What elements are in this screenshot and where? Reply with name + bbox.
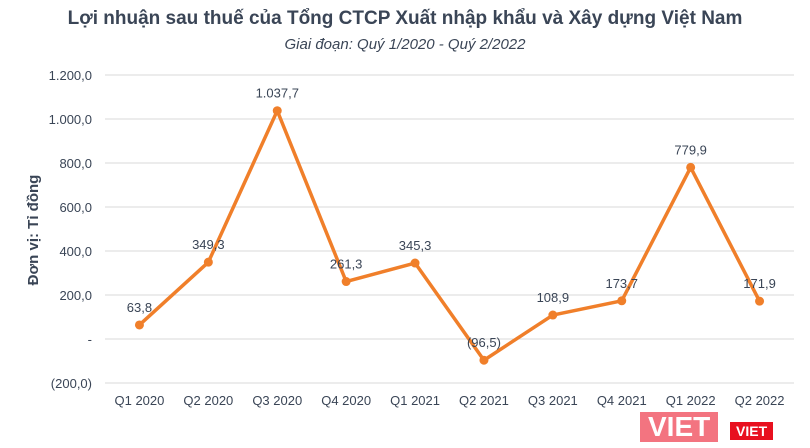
chart-subtitle: Giai đoạn: Quý 1/2020 - Quý 2/2022 [284, 36, 526, 53]
data-label: 1.037,7 [256, 86, 299, 101]
data-point [686, 162, 696, 172]
data-point [134, 320, 144, 330]
x-tick-label: Q4 2021 [597, 393, 647, 408]
y-tick-label: 200,0 [59, 288, 92, 303]
data-label: 349,3 [192, 237, 225, 252]
x-tick-label: Q4 2020 [321, 393, 371, 408]
y-tick-label: 800,0 [59, 156, 92, 171]
y-tick-label: - [88, 332, 92, 347]
x-tick-label: Q3 2021 [528, 393, 578, 408]
data-label: 63,8 [127, 300, 152, 315]
x-tick-label: Q2 2022 [735, 393, 785, 408]
data-label: 261,3 [330, 257, 363, 272]
data-label: 171,9 [743, 276, 776, 291]
data-label: 173,7 [605, 276, 638, 291]
data-label: 108,9 [537, 290, 570, 305]
data-label: 345,3 [399, 238, 432, 253]
y-tick-label: (200,0) [51, 376, 92, 391]
data-label: 779,9 [674, 142, 707, 157]
x-tick-label: Q1 2021 [390, 393, 440, 408]
watermark-logo: VIET [640, 412, 719, 442]
series-line [138, 108, 762, 362]
data-point [272, 106, 282, 116]
x-tick-label: Q3 2020 [252, 393, 302, 408]
data-label: (96,5) [467, 335, 501, 350]
x-tick-label: Q2 2020 [183, 393, 233, 408]
data-point [548, 310, 558, 320]
y-tick-label: 1.200,0 [49, 68, 92, 83]
x-tick-label: Q1 2020 [115, 393, 165, 408]
data-point [755, 296, 765, 306]
data-point [617, 296, 627, 306]
y-axis-label: Đơn vị: Tỉ đồng [25, 175, 42, 286]
y-tick-label: 1.000,0 [49, 112, 92, 127]
x-tick-label: Q1 2022 [666, 393, 716, 408]
data-point [203, 257, 213, 267]
data-point [341, 277, 351, 287]
data-point [410, 258, 420, 268]
y-tick-label: 400,0 [59, 244, 92, 259]
x-tick-label: Q2 2021 [459, 393, 509, 408]
watermark-logo-small: VIET [730, 422, 774, 440]
data-point [479, 355, 489, 365]
chart-title: Lợi nhuận sau thuế của Tổng CTCP Xuất nh… [67, 8, 743, 29]
y-tick-label: 600,0 [59, 200, 92, 215]
